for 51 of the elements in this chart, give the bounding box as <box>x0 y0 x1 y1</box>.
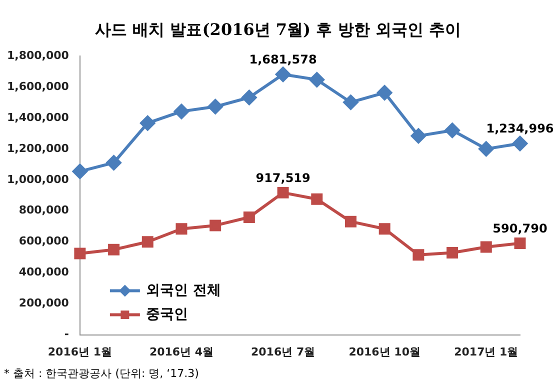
point <box>210 220 222 232</box>
point <box>140 116 156 131</box>
y-tick-label: 1,600,000 <box>6 80 70 93</box>
data-label: 1,681,578 <box>249 52 317 66</box>
point <box>480 241 492 253</box>
point <box>345 216 356 228</box>
y-tick-label: 400,000 <box>18 266 70 279</box>
point <box>106 155 122 170</box>
x-tick-label: 2016년 1월 <box>48 345 112 358</box>
point <box>514 238 526 250</box>
y-tick-label: 1,800,000 <box>6 48 70 62</box>
data-label: 917,519 <box>256 170 310 185</box>
point <box>72 164 88 179</box>
point <box>242 90 257 106</box>
data-label: 590,790 <box>492 221 548 236</box>
point <box>446 246 458 258</box>
point <box>377 85 392 100</box>
y-tick-label: 600,000 <box>18 234 70 248</box>
y-tick-label: 800,000 <box>18 204 70 217</box>
x-tick-label: 2016년 7월 <box>250 345 316 358</box>
data-label: 1,234,996 <box>486 122 554 136</box>
point <box>444 122 460 138</box>
y-tick-label: 1,200,000 <box>6 142 70 155</box>
x-tick-label: 2017년 1월 <box>454 345 518 358</box>
point <box>74 248 86 260</box>
point <box>108 244 120 256</box>
y-tick-label: 200,000 <box>18 296 70 310</box>
y-tick-label: 1,000,000 <box>6 172 70 186</box>
point <box>243 211 255 223</box>
point <box>378 223 390 235</box>
y-tick-label: 1,400,000 <box>6 110 70 124</box>
point <box>343 94 358 110</box>
y-tick-label: - <box>64 328 69 341</box>
point <box>309 72 324 88</box>
point <box>276 66 291 82</box>
point <box>277 186 289 198</box>
legend-label: 외국인 전체 <box>146 282 221 298</box>
point <box>311 193 323 205</box>
legend-label: 중국인 <box>146 306 188 322</box>
point <box>412 249 424 261</box>
x-tick-label: 2016년 10월 <box>348 345 420 358</box>
point <box>142 236 154 248</box>
point <box>478 141 494 156</box>
point <box>410 128 426 144</box>
chart-title: 사드 배치 발표(2016년 7월) 후 방한 외국인 추이 <box>94 19 462 41</box>
point <box>176 223 188 235</box>
point <box>512 136 528 152</box>
x-tick-label: 2016년 4월 <box>149 345 214 358</box>
text: * 출처 : 한국관광공사 (단위: 명, ‘17.3) <box>4 366 200 382</box>
point <box>208 99 223 114</box>
point <box>174 104 189 119</box>
